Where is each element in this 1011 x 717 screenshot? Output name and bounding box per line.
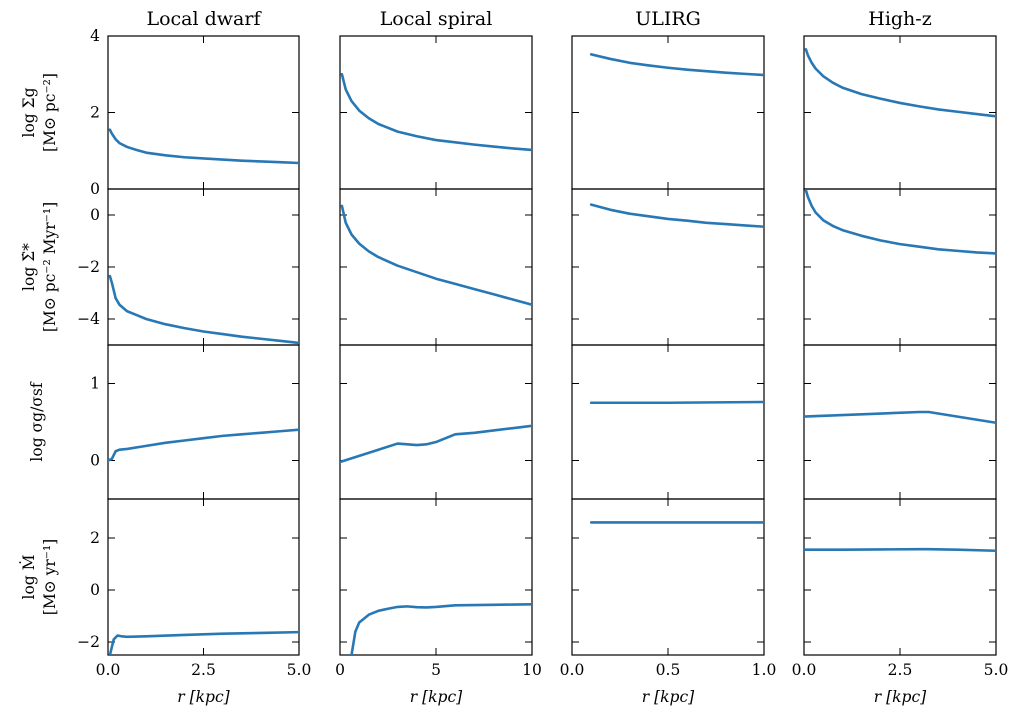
series-line xyxy=(108,428,299,462)
y-tick-label: 0 xyxy=(90,581,100,599)
x-tick-label: 1.0 xyxy=(752,661,777,679)
panel xyxy=(339,188,533,346)
y-axis-label: log Ṁ xyxy=(20,554,38,599)
panel xyxy=(107,344,300,500)
panel xyxy=(803,344,997,500)
x-tick-label: 0.5 xyxy=(656,661,681,679)
series-line xyxy=(589,400,764,405)
series-line xyxy=(804,547,996,553)
x-tick-label: 5 xyxy=(431,661,441,679)
panel-frame xyxy=(803,344,997,500)
series-line xyxy=(804,410,996,425)
panel-frame xyxy=(803,498,997,656)
panel xyxy=(803,188,997,346)
y-tick-label: −2 xyxy=(77,633,100,651)
x-axis-label: r [kpc] xyxy=(177,688,230,706)
panel-frame xyxy=(571,188,765,346)
series-line xyxy=(108,630,299,655)
column-title: Local dwarf xyxy=(146,8,262,30)
panel-frame xyxy=(339,498,533,656)
y-axis-label: log Σg xyxy=(20,87,38,137)
column-title: Local spiral xyxy=(380,8,493,30)
panel xyxy=(571,344,765,500)
y-tick-label: 0 xyxy=(90,206,100,224)
panel-frame xyxy=(339,35,533,190)
series-line xyxy=(108,274,299,345)
panel-frame xyxy=(803,188,997,346)
x-tick-label: 2.5 xyxy=(888,661,913,679)
y-tick-label: 4 xyxy=(90,27,100,45)
x-tick-label: 0.0 xyxy=(560,661,585,679)
x-axis-label: r [kpc] xyxy=(642,688,695,706)
x-axis-label: r [kpc] xyxy=(874,688,927,706)
panel-frame xyxy=(571,35,765,190)
panel xyxy=(339,35,533,190)
x-tick-label: 0 xyxy=(335,661,345,679)
panel xyxy=(339,498,533,656)
panel xyxy=(339,344,533,500)
x-tick-label: 2.5 xyxy=(191,661,216,679)
panel xyxy=(571,188,765,346)
panel-frame xyxy=(107,35,300,190)
series-line xyxy=(589,53,764,77)
panel xyxy=(107,188,300,346)
x-tick-label: 10 xyxy=(522,661,542,679)
y-tick-label: −4 xyxy=(77,310,100,328)
column-title: High-z xyxy=(868,8,931,30)
y-axis-label: [M⊙ pc⁻²] xyxy=(41,73,59,152)
y-tick-label: 0 xyxy=(90,180,100,198)
panel-frame xyxy=(339,344,533,500)
y-axis-label: [M⊙ pc⁻² Myr⁻¹] xyxy=(41,202,59,332)
panel-frame xyxy=(107,344,300,500)
series-line xyxy=(350,602,532,655)
series-line xyxy=(804,48,996,118)
panel xyxy=(571,35,765,190)
y-axis-label: log σg/σsf xyxy=(28,381,46,461)
y-tick-label: 2 xyxy=(90,529,100,547)
x-axis-label: r [kpc] xyxy=(410,688,463,706)
series-line xyxy=(340,72,532,152)
y-tick-label: 1 xyxy=(90,375,100,393)
series-line xyxy=(804,189,996,255)
x-tick-label: 5.0 xyxy=(287,661,312,679)
y-tick-label: 2 xyxy=(90,104,100,122)
y-axis-label: [M⊙ yr⁻¹] xyxy=(41,539,59,615)
column-title: ULIRG xyxy=(635,8,701,30)
panel-frame xyxy=(339,188,533,346)
y-tick-label: −2 xyxy=(77,258,100,276)
panel-frame xyxy=(571,344,765,500)
series-line xyxy=(589,203,764,228)
panel-frame xyxy=(107,188,300,346)
series-line xyxy=(340,424,532,464)
panel xyxy=(107,35,300,190)
x-tick-label: 0.0 xyxy=(96,661,121,679)
panel xyxy=(571,498,765,656)
y-axis-label: log Σ̇* xyxy=(20,243,38,291)
x-tick-label: 5.0 xyxy=(984,661,1009,679)
panel xyxy=(803,498,997,656)
series-line xyxy=(340,204,532,307)
y-tick-label: 0 xyxy=(90,452,100,470)
panel xyxy=(107,498,300,656)
x-tick-label: 0.0 xyxy=(792,661,817,679)
series-line xyxy=(108,128,299,165)
